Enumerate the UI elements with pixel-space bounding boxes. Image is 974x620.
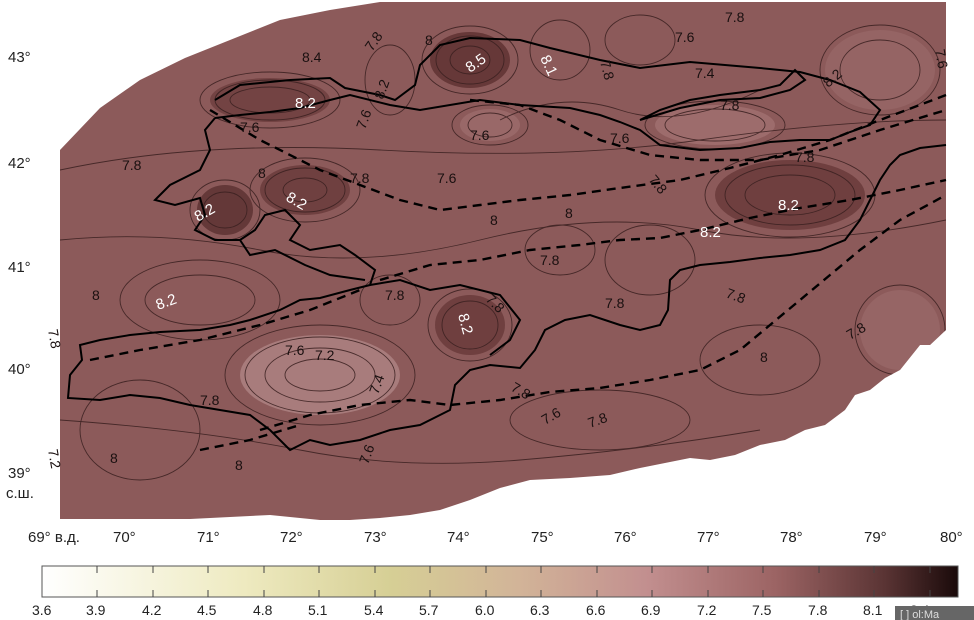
colorbar-label: 4.5 [197, 602, 217, 618]
contour-label: 7.8 [350, 170, 370, 186]
contour-label: 7.4 [695, 65, 715, 81]
colorbar-label: 4.8 [253, 602, 273, 618]
lon-label: 75° [531, 529, 554, 546]
contour-label: 8 [92, 287, 100, 303]
colorbar-label: 6.0 [475, 602, 495, 618]
lon-label: 79° [864, 529, 887, 546]
contour-label: 8 [565, 205, 573, 221]
contour-label: 8 [490, 212, 498, 228]
map-area: 7.8 8 8.4 7.8 8.2 8.5 8.1 7.8 7.6 7.8 8.… [45, 2, 951, 520]
lon-label: 69° в.д. [28, 529, 80, 546]
contour-label: 8.2 [371, 77, 393, 101]
colorbar-label: 6.9 [641, 602, 661, 618]
colorbar-ticks [96, 566, 931, 597]
colorbar-label: 6.6 [586, 602, 606, 618]
contour-label: 7.6 [285, 342, 305, 358]
contour-label: 8 [425, 32, 433, 48]
lon-label: 74° [447, 529, 470, 546]
colorbar-gradient [41, 565, 959, 598]
overlay-box [895, 606, 974, 620]
light-zone [860, 290, 940, 370]
lat-label: 40° [8, 361, 31, 378]
lat-label: 43° [8, 49, 31, 66]
dark-zone [715, 160, 865, 230]
colorbar-label: 5.7 [419, 602, 439, 618]
colorbar-label: 4.2 [142, 602, 162, 618]
contour-label: 7.6 [932, 48, 951, 70]
contour-label: 8 [235, 457, 243, 473]
lat-label: 42° [8, 155, 31, 172]
contour-label: 8.2 [154, 291, 179, 314]
fault-lines [89, 93, 947, 452]
dark-zone [260, 165, 350, 215]
contour-label: 7.8 [725, 9, 745, 25]
dark-zone [435, 295, 505, 355]
lat-label: 39° [8, 465, 31, 482]
light-zone [825, 30, 935, 110]
overlay-text: [ ] ol:Ma [900, 609, 940, 620]
lon-label: 71° [197, 529, 220, 546]
contour-label: 7.2 [315, 347, 335, 363]
lat-unit: с.ш. [6, 485, 34, 502]
contour-label: 8.2 [700, 224, 721, 241]
dark-zone [197, 185, 253, 235]
contour-label: 7.8 [597, 59, 618, 82]
contour-label: 8.2 [295, 95, 316, 112]
colorbar-labels: 3.6 3.9 4.2 4.5 4.8 5.1 5.4 5.7 6.0 6.3 … [32, 602, 930, 618]
contour-label: 7.8 [720, 97, 740, 113]
lon-label: 72° [280, 529, 303, 546]
contour-label: 7.8 [605, 295, 625, 311]
contour-label: 8.2 [778, 197, 799, 214]
lon-label: 70° [113, 529, 136, 546]
contour-label: 7.8 [122, 157, 142, 173]
colorbar-label: 7.5 [752, 602, 772, 618]
contour-label: 8 [258, 165, 266, 181]
contour-label: 7.6 [353, 107, 375, 131]
contour-labels: 7.8 8 8.4 7.8 8.2 8.5 8.1 7.8 7.6 7.8 8.… [45, 9, 951, 473]
contour-label: 8.4 [302, 49, 322, 65]
lon-label: 77° [697, 529, 720, 546]
contour-label: 8 [110, 450, 118, 466]
lat-label: 41° [8, 259, 31, 276]
contour-label: 7.8 [200, 392, 220, 408]
contour-label: 7.6 [675, 29, 695, 45]
lon-label: 78° [780, 529, 803, 546]
contour-label: 7.8 [724, 285, 748, 307]
map-fill [60, 2, 946, 520]
colorbar-label: 5.4 [364, 602, 384, 618]
lon-label: 76° [614, 529, 637, 546]
light-zone [460, 109, 520, 141]
contour-label: 7.6 [437, 170, 457, 186]
contour-label: 7.2 [45, 448, 64, 470]
colorbar-label: 5.1 [308, 602, 328, 618]
colorbar-label: 3.9 [86, 602, 106, 618]
contour-label: 7.6 [240, 119, 260, 135]
contour-label: 7.8 [45, 328, 64, 350]
colorbar-label: 8.1 [863, 602, 883, 618]
lon-axis: 69° в.д. 70° 71° 72° 73° 74° 75° 76° 77°… [28, 529, 963, 546]
contour-label: 7.8 [586, 409, 610, 431]
contour-label: 7.4 [366, 372, 388, 396]
lat-axis: 43° 42° 41° 40° 39° с.ш. [6, 49, 34, 502]
colorbar-label: 3.6 [32, 602, 52, 618]
contour-label: 7.8 [795, 149, 815, 165]
contour-label: 8.2 [454, 312, 476, 337]
contour-label: 7.6 [470, 127, 490, 143]
lon-label: 80° [940, 529, 963, 546]
contour-label: 8 [760, 349, 768, 365]
contour-label: 7.6 [356, 442, 378, 466]
dark-zone [210, 78, 330, 122]
colorbar-label: 7.8 [808, 602, 828, 618]
dark-zone [430, 32, 510, 88]
contour-label: 7.6 [610, 130, 630, 146]
colorbar: 3.6 3.9 4.2 4.5 4.8 5.1 5.4 5.7 6.0 6.3 … [32, 565, 974, 620]
contour-label: 7.8 [540, 252, 560, 268]
colorbar-label: 7.2 [697, 602, 717, 618]
contour-label: 7.8 [385, 287, 405, 303]
light-zone [240, 335, 400, 415]
lon-label: 73° [364, 529, 387, 546]
colorbar-label: 6.3 [530, 602, 550, 618]
